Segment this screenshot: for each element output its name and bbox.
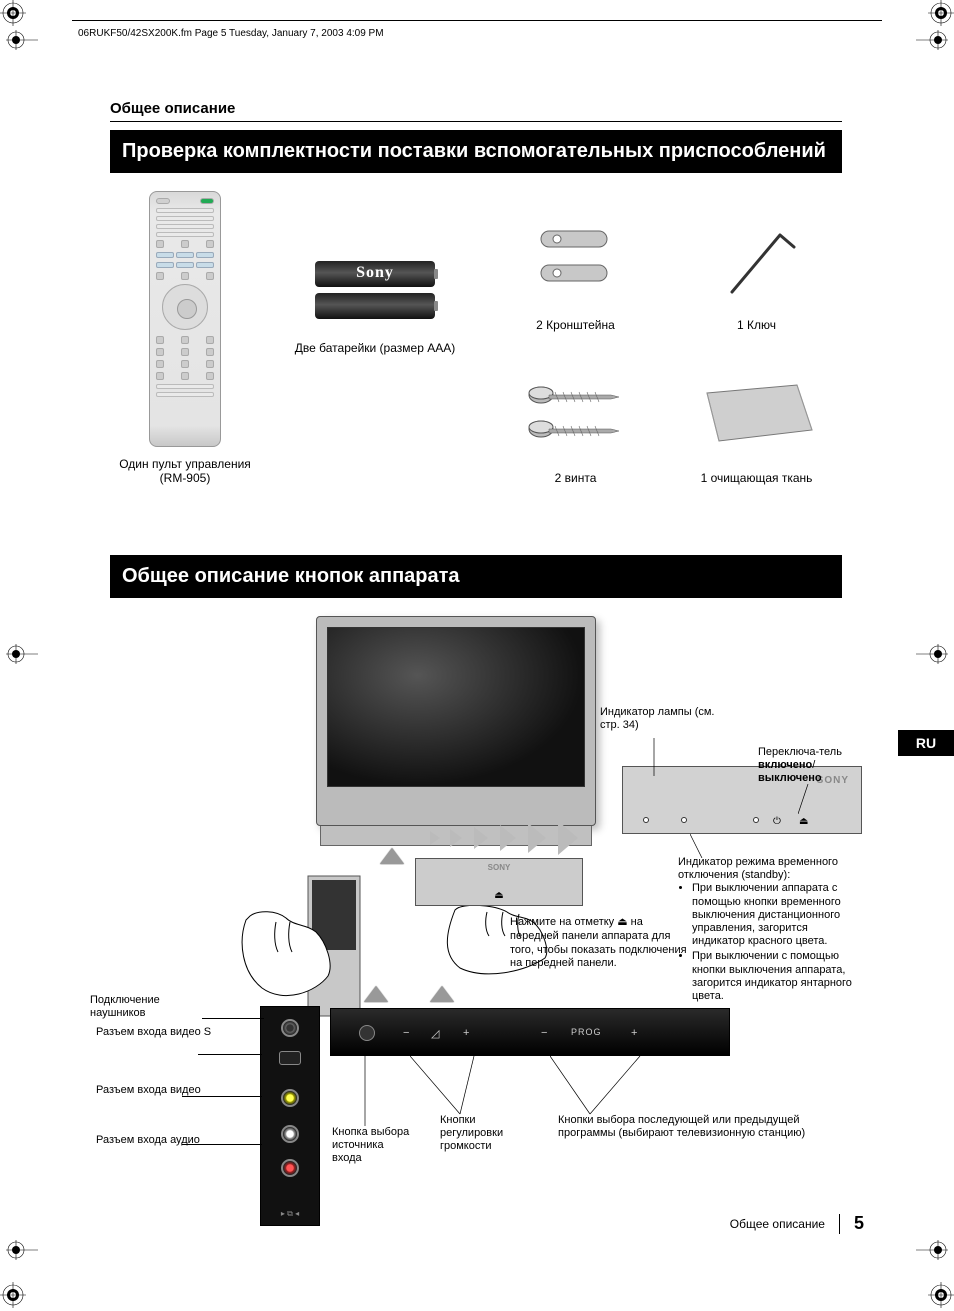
- screws-caption: 2 винта: [555, 471, 597, 485]
- section-overline: Общее описание: [110, 100, 842, 117]
- triangle-marker-icon: [364, 986, 388, 1002]
- crop-mark-icon: [928, 0, 954, 26]
- leader-line-icon: [650, 738, 670, 776]
- registration-mark-icon: [6, 644, 38, 664]
- brackets-caption: 2 Кронштейна: [536, 318, 615, 332]
- remote-control-icon: [149, 191, 221, 447]
- callout-lamp: Индикатор лампы (см. стр. 34): [600, 706, 720, 732]
- battery-icon: [315, 261, 435, 287]
- callout-audio: Разъем входа аудио: [96, 1134, 216, 1147]
- leader-line-icon: [550, 1056, 670, 1116]
- registration-mark-icon: [6, 30, 38, 50]
- leader-line-icon: [364, 1056, 366, 1126]
- crop-mark-icon: [928, 1282, 954, 1308]
- header-rule: [72, 20, 882, 21]
- accessories-grid: Один пульт управления (RM-905) Две батар…: [110, 191, 842, 485]
- standby-bullet-2: При выключении с помощью кнопки выключен…: [692, 950, 858, 1003]
- leader-line-icon: [198, 1054, 262, 1055]
- standby-title: Индикатор режима временного отключения (…: [678, 856, 858, 882]
- page-footer: Общее описание 5: [730, 1213, 864, 1234]
- registration-mark-icon: [916, 1240, 948, 1260]
- hand-open-flap-icon: [236, 872, 366, 1022]
- registration-mark-icon: [916, 30, 948, 50]
- leader-line-icon: [410, 1056, 490, 1116]
- power-off: выключено: [758, 772, 822, 784]
- banner-buttons: Общее описание кнопок аппарата: [110, 555, 842, 598]
- callout-headphones: Подключение наушников: [90, 994, 210, 1020]
- bracket-icon: [531, 212, 621, 312]
- crop-mark-icon: [0, 0, 26, 26]
- leader-line-icon: [182, 1096, 262, 1097]
- connector-panel-icon: ▸ ⧉ ◂: [260, 1006, 320, 1226]
- header-filepath: 06RUKF50/42SX200K.fm Page 5 Tuesday, Jan…: [78, 28, 384, 39]
- batteries-caption: Две батарейки (размер ААА): [280, 341, 470, 355]
- callout-power: Переключа-тель включено/ выключено: [758, 746, 858, 786]
- tv-body-icon: [316, 616, 596, 826]
- language-tab: RU: [898, 730, 954, 756]
- callout-source: Кнопка выбора источника входа: [332, 1126, 412, 1166]
- callout-volume: Кнопки регулировки громкости: [440, 1114, 540, 1154]
- remote-caption: Один пульт управления (RM-905): [110, 457, 260, 485]
- bottom-button-bar-icon: − ◿ + − PROG +: [330, 1008, 730, 1056]
- power-on: включено: [758, 759, 812, 771]
- crop-mark-icon: [0, 1282, 26, 1308]
- prog-label: PROG: [571, 1027, 602, 1037]
- banner-accessories: Проверка комплектности поставки вспомога…: [110, 130, 842, 173]
- leader-line-icon: [202, 1018, 264, 1019]
- page-number: 5: [854, 1213, 864, 1234]
- footer-label: Общее описание: [730, 1217, 825, 1231]
- cleaning-cloth-icon: [697, 365, 817, 465]
- section-rule: [110, 121, 842, 122]
- key-caption: 1 Ключ: [737, 318, 776, 332]
- leader-line-icon: [798, 784, 818, 814]
- power-slash: /: [812, 759, 815, 771]
- triangle-marker-icon: [430, 986, 454, 1002]
- registration-mark-icon: [916, 644, 948, 664]
- callout-prog: Кнопки выбора последующей или предыдущей…: [558, 1114, 818, 1140]
- sony-logo: SONY: [488, 863, 511, 872]
- triangle-marker-icon: [380, 848, 404, 864]
- battery-icon: [315, 293, 435, 319]
- leader-line-icon: [690, 834, 720, 858]
- screws-icon: [521, 365, 631, 465]
- registration-mark-icon: [6, 1240, 38, 1260]
- cloth-caption: 1 очищающая ткань: [701, 471, 813, 485]
- tv-diagram: SONY ⏻ ⏏ Индикатор лампы (см. стр. 34) П…: [110, 616, 842, 1236]
- press-note: Нажмите на отметку ⏏ на передней панели …: [510, 916, 690, 971]
- power-label: Переключа-тель: [758, 746, 842, 758]
- allen-key-icon: [712, 212, 802, 312]
- footer-separator: [839, 1214, 840, 1234]
- leader-line-icon: [182, 1144, 262, 1145]
- callout-svideo: Разъем входа видео S: [96, 1026, 216, 1039]
- callout-standby: Индикатор режима временного отключения (…: [678, 856, 858, 1005]
- standby-bullet-1: При выключении аппарата с помощью кнопки…: [692, 882, 858, 948]
